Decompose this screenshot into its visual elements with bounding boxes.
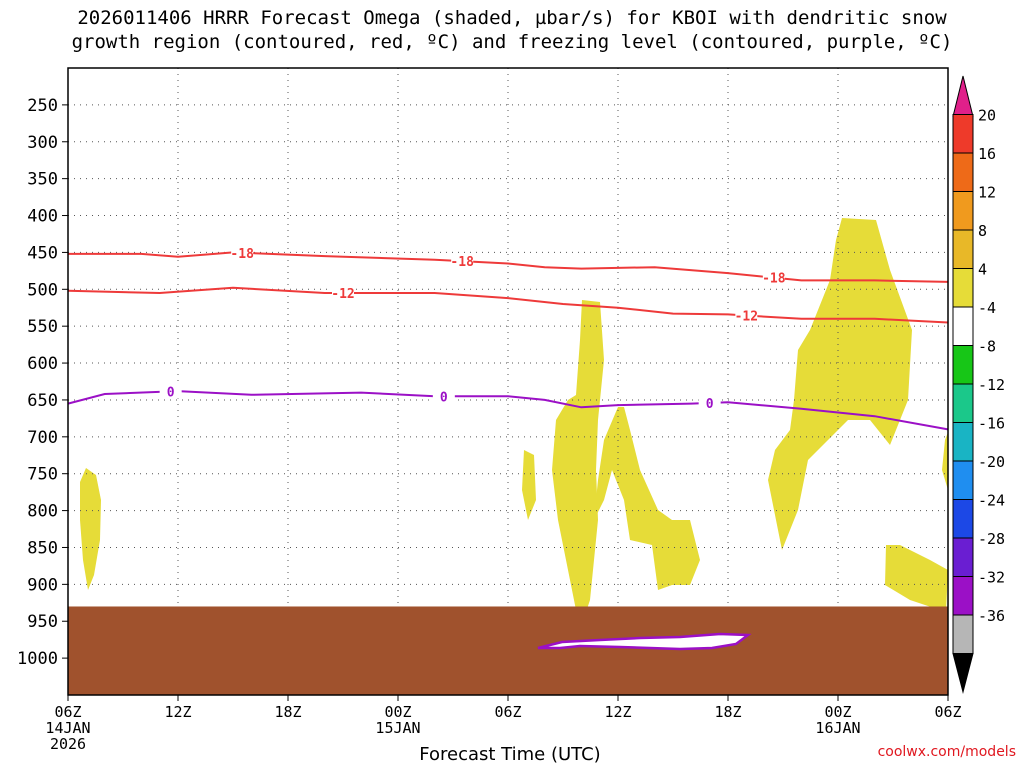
chart-title: 2026011406 HRRR Forecast Omega (shaded, … xyxy=(0,6,1024,54)
contour-label-bg xyxy=(332,285,354,300)
x-tick-label: 12Z xyxy=(164,703,191,721)
colorbar-label-10: -24 xyxy=(978,492,1005,510)
colorbar-band-3 xyxy=(952,191,974,231)
colorbar-band-4 xyxy=(952,229,974,269)
contour-label-0-2: -18 xyxy=(762,272,786,287)
freezing-level-low-contour xyxy=(537,632,752,651)
chart-title-line-1: 2026011406 HRRR Forecast Omega (shaded, … xyxy=(77,7,947,29)
contour-label-1-0: -12 xyxy=(331,287,354,302)
x-tick-label: 12Z xyxy=(604,703,631,721)
colorbar-label-5: -4 xyxy=(978,299,996,317)
omega-region-6 xyxy=(885,545,948,612)
contour-label-0-1: -18 xyxy=(450,255,474,270)
colorbar-band-1 xyxy=(952,114,974,154)
colorbar-band-6 xyxy=(952,306,974,346)
contour-label-bg xyxy=(762,270,785,285)
colorbar-label-4: 4 xyxy=(978,261,987,279)
y-tick-label-700: 700 xyxy=(27,428,58,448)
omega-region-7 xyxy=(942,432,948,490)
y-tick-label-600: 600 xyxy=(27,354,58,374)
x-tick-label: 00Z xyxy=(824,703,851,721)
x-tick-day: 15JAN xyxy=(375,719,420,737)
x-tick-label: 18Z xyxy=(274,703,301,721)
site-credit: coolwx.com/models xyxy=(877,744,1016,760)
colorbar-label-12: -32 xyxy=(978,569,1005,587)
contour-label-bg xyxy=(432,389,455,404)
ground-mask xyxy=(68,606,948,695)
chart-title-line-2: growth region (contoured, red, ºC) and f… xyxy=(71,31,953,53)
omega-region-1 xyxy=(80,468,101,590)
x-tick-label: 06Z xyxy=(494,703,521,721)
contour-label-bg xyxy=(231,245,254,260)
contour-label-0-0: -18 xyxy=(230,247,254,262)
contour-line-2 xyxy=(67,390,949,431)
colorbar-label-3: 8 xyxy=(978,222,987,240)
colorbar-label-9: -20 xyxy=(978,453,1005,471)
colorbar-band-12 xyxy=(952,537,974,577)
omega-region-5 xyxy=(768,218,912,550)
x-tick-label: 06Z xyxy=(934,703,961,721)
y-tick-label-500: 500 xyxy=(27,280,58,300)
omega-region-4 xyxy=(594,407,700,590)
y-tick-label-950: 950 xyxy=(27,612,58,632)
y-tick-label-550: 550 xyxy=(27,317,58,337)
y-tick-label-750: 750 xyxy=(27,465,58,485)
colorbar-band-11 xyxy=(952,499,974,539)
colorbar-band-8 xyxy=(952,383,974,423)
y-tick-label-400: 400 xyxy=(27,207,58,227)
colorbar-band-5 xyxy=(952,268,974,308)
x-tick-label: 06Z xyxy=(54,703,81,721)
y-tick-label-300: 300 xyxy=(27,133,58,153)
contour-label-2-0: 0 xyxy=(167,385,175,400)
colorbar-label-7: -12 xyxy=(978,376,1005,394)
contour-line-0 xyxy=(68,251,949,283)
omega-region-2 xyxy=(552,300,604,630)
x-axis-label: Forecast Time (UTC) xyxy=(419,744,601,765)
contour-label-2-2: 0 xyxy=(706,397,714,412)
colorbar-bottom-arrow xyxy=(952,653,974,694)
y-tick-label-250: 250 xyxy=(27,96,58,116)
colorbar-band-14 xyxy=(952,614,974,654)
colorbar-label-2: 12 xyxy=(978,184,996,202)
colorbar-label-1: 16 xyxy=(978,145,996,163)
y-tick-label-650: 650 xyxy=(27,391,58,411)
colorbar-band-9 xyxy=(952,422,974,462)
x-tick-year: 2026 xyxy=(50,735,86,753)
colorbar-label-6: -8 xyxy=(978,338,996,356)
y-tick-label-900: 900 xyxy=(27,575,58,595)
colorbar-band-13 xyxy=(952,576,974,616)
colorbar-label-13: -36 xyxy=(978,607,1005,625)
colorbar-band-10 xyxy=(952,460,974,500)
colorbar-band-2 xyxy=(952,152,974,192)
x-tick-day: 16JAN xyxy=(815,719,860,737)
colorbar-label-11: -28 xyxy=(978,530,1005,548)
x-tick-day: 14JAN xyxy=(45,719,90,737)
colorbar-label-8: -16 xyxy=(978,415,1005,433)
contour-label-2-1: 0 xyxy=(440,390,448,405)
y-tick-label-350: 350 xyxy=(27,170,58,190)
contour-label-bg xyxy=(698,395,721,410)
colorbar-top-arrow xyxy=(952,75,974,117)
y-tick-label-850: 850 xyxy=(27,538,58,558)
y-tick-label-450: 450 xyxy=(27,243,58,263)
y-tick-label-800: 800 xyxy=(27,502,58,522)
colorbar-label-0: 20 xyxy=(978,107,996,125)
omega-region-3 xyxy=(522,450,536,520)
contour-label-bg xyxy=(159,384,182,399)
x-tick-label: 00Z xyxy=(384,703,411,721)
contour-label-1-1: -12 xyxy=(735,309,758,324)
contour-label-bg xyxy=(451,254,474,269)
x-tick-label: 18Z xyxy=(714,703,741,721)
contour-line-1 xyxy=(67,286,949,324)
contour-label-bg xyxy=(735,308,758,323)
y-tick-label-1000: 1000 xyxy=(17,649,58,669)
colorbar-band-7 xyxy=(952,345,974,385)
